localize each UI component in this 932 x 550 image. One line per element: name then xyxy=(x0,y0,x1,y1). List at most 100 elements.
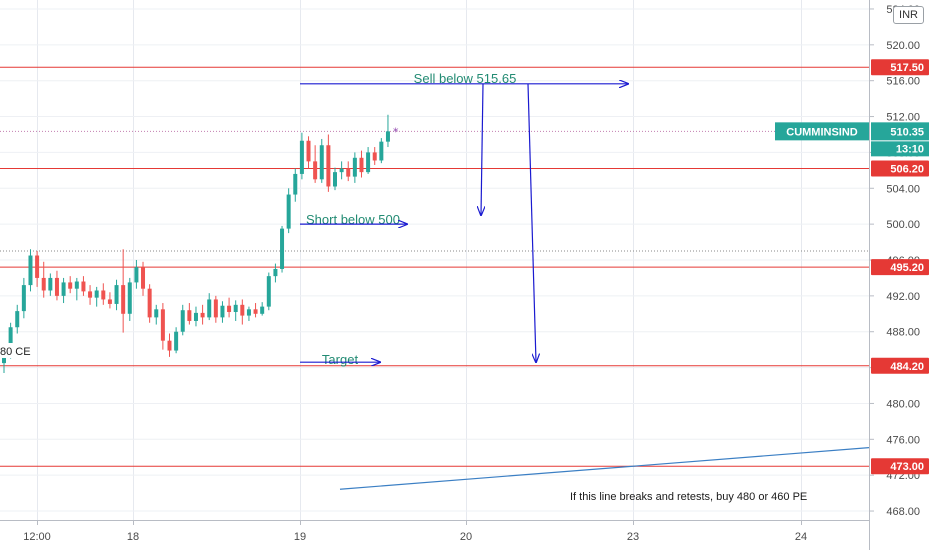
trendline[interactable] xyxy=(339,447,870,490)
trendline-note: If this line breaks and retests, buy 480… xyxy=(570,491,807,503)
candle xyxy=(359,150,364,178)
time-axis[interactable]: 12:00 18 19 20 23 24 xyxy=(23,521,807,543)
candle xyxy=(61,277,66,304)
annotations[interactable]: Sell below 515.65 Short below 500 Target If… xyxy=(0,71,807,503)
time-tick-label: 23 xyxy=(627,531,639,543)
candle-body xyxy=(127,282,132,314)
candle-body xyxy=(180,310,185,332)
candle xyxy=(339,161,344,180)
candle-body xyxy=(253,309,258,314)
level-price-label: 484.20 xyxy=(890,361,924,373)
candle xyxy=(88,285,93,305)
candle-body xyxy=(319,145,324,180)
price-tick-label: 512.00 xyxy=(886,112,920,124)
candle xyxy=(68,276,73,294)
currency-badge[interactable]: INR xyxy=(893,6,924,24)
candle xyxy=(385,114,390,148)
candle xyxy=(260,302,265,316)
candle xyxy=(35,251,40,287)
candle xyxy=(21,277,26,319)
candle-body xyxy=(147,288,152,318)
candle xyxy=(141,261,146,296)
candle xyxy=(94,286,99,307)
candle-body xyxy=(213,299,218,318)
time-tick-label: 24 xyxy=(795,531,807,543)
trend-line[interactable] xyxy=(339,447,870,490)
level-price-badge xyxy=(871,259,929,276)
candle-body xyxy=(280,228,285,269)
candle-body xyxy=(233,304,238,312)
candle xyxy=(160,303,165,350)
level-price-label: 495.20 xyxy=(890,262,924,274)
symbol-badge xyxy=(775,122,869,141)
price-tick-label: 480.00 xyxy=(886,398,920,410)
price-tick-label: 488.00 xyxy=(886,327,920,339)
candle-body xyxy=(299,140,304,174)
candle-body xyxy=(385,131,390,142)
candle-body xyxy=(207,299,212,318)
candle xyxy=(352,152,357,183)
candle-body xyxy=(8,327,13,354)
candle xyxy=(366,147,371,174)
candle-body xyxy=(313,161,318,180)
candle-body xyxy=(273,268,278,277)
candle-body xyxy=(107,299,112,304)
price-tick-label: 476.00 xyxy=(886,434,920,446)
candle xyxy=(167,333,172,357)
candle xyxy=(180,304,185,336)
candle-body xyxy=(68,282,73,289)
price-badges: 517.50 506.20 495.20 484.20 473.00 CUMMINSIND… xyxy=(775,59,929,475)
candle xyxy=(54,270,59,301)
candle xyxy=(121,249,126,333)
candle-body xyxy=(372,152,377,161)
candle-body xyxy=(74,281,79,289)
candle-body xyxy=(346,168,351,177)
last-price-label: 510.35 xyxy=(890,126,924,138)
candle-body xyxy=(81,281,86,292)
price-tick-label: 520.00 xyxy=(886,40,920,52)
candle-body xyxy=(366,152,371,173)
candle xyxy=(127,277,132,321)
candle-body xyxy=(160,309,165,341)
price-tick-label: 504.00 xyxy=(886,183,920,195)
candle xyxy=(326,134,331,192)
candle-body xyxy=(220,305,225,318)
candle xyxy=(81,276,86,296)
down-arrow-target[interactable] xyxy=(527,83,536,362)
candle-body xyxy=(28,255,33,286)
candle xyxy=(280,225,285,273)
candle xyxy=(28,249,33,292)
candle-body xyxy=(306,140,311,162)
short-annotation-label: Short below 500 xyxy=(306,212,400,227)
countdown-badge xyxy=(871,141,929,157)
candle xyxy=(15,304,20,334)
candle xyxy=(41,261,46,298)
candle xyxy=(306,136,311,169)
candle xyxy=(101,283,106,305)
candle xyxy=(213,295,218,323)
candle xyxy=(253,303,258,318)
candle-body xyxy=(167,340,172,351)
level-price-badge xyxy=(871,160,929,177)
candle-body xyxy=(21,285,26,312)
time-tick-label: 20 xyxy=(460,531,472,543)
level-price-label: 517.50 xyxy=(890,62,924,74)
down-arrow-short[interactable] xyxy=(481,83,483,215)
candle xyxy=(114,279,119,311)
candle xyxy=(134,260,139,289)
candle xyxy=(286,188,291,234)
candle xyxy=(299,132,304,180)
candles: * xyxy=(2,114,399,373)
candle xyxy=(147,284,152,323)
horizontal-levels[interactable] xyxy=(0,66,869,467)
side-label-bg xyxy=(0,343,36,358)
candle-body xyxy=(174,331,179,351)
candle-body xyxy=(88,291,93,298)
candle-body xyxy=(121,285,126,314)
candle-body xyxy=(379,141,384,161)
candle xyxy=(193,306,198,327)
candle xyxy=(48,273,53,296)
symbol-label: CUMMINSIND xyxy=(786,126,858,138)
candle-body xyxy=(187,310,192,321)
